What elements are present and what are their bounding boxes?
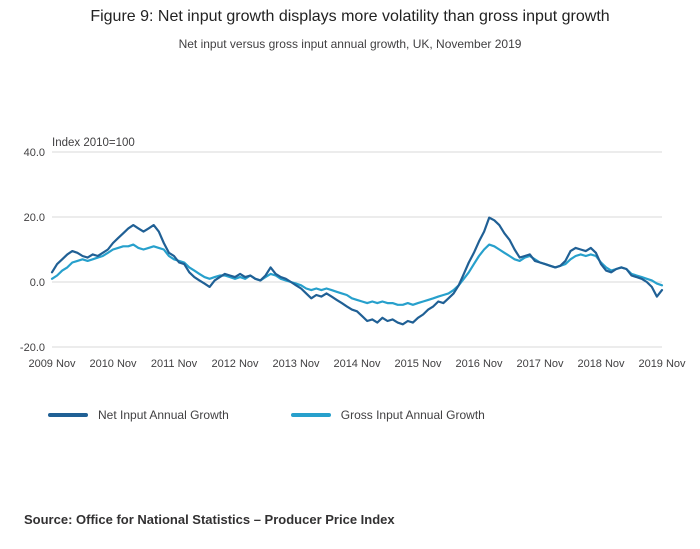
series-line-net-input-annual-growth — [50, 216, 664, 326]
x-axis-tick-label: 2009 Nov — [28, 358, 76, 370]
legend-item-gross: Gross Input Annual Growth — [290, 408, 485, 422]
legend-label-net: Net Input Annual Growth — [98, 408, 229, 422]
x-axis-tick-label: 2010 Nov — [89, 358, 137, 370]
x-axis-tick-label: 2019 Nov — [638, 358, 686, 370]
y-axis-tick-label: 20.0 — [24, 212, 45, 224]
x-axis-tick-label: 2016 Nov — [455, 358, 503, 370]
legend-swatch-gross — [290, 413, 331, 417]
x-axis-tick-label: 2013 Nov — [272, 358, 320, 370]
source-text: Source: Office for National Statistics –… — [24, 512, 395, 527]
unit-label: Index 2010=100 — [52, 137, 135, 149]
x-axis-tick-label: 2015 Nov — [394, 358, 442, 370]
x-axis-tick-label: 2014 Nov — [333, 358, 381, 370]
x-axis-tick-label: 2017 Nov — [516, 358, 564, 370]
y-axis-tick-label: 0.0 — [30, 277, 45, 289]
chart-legend: Net Input Annual Growth Gross Input Annu… — [48, 408, 547, 422]
x-axis-tick-label: 2012 Nov — [211, 358, 259, 370]
y-axis-tick-label: -20.0 — [20, 342, 45, 354]
legend-label-gross: Gross Input Annual Growth — [340, 408, 485, 422]
x-axis-tick-label: 2018 Nov — [577, 358, 625, 370]
legend-item-net: Net Input Annual Growth — [48, 408, 229, 422]
series-line-gross-input-annual-growth — [50, 243, 664, 306]
x-axis-tick-label: 2011 Nov — [151, 358, 198, 370]
figure-subtitle: Net input versus gross input annual grow… — [178, 37, 522, 51]
figure-title: Figure 9: Net input growth displays more… — [90, 8, 610, 25]
y-axis-tick-label: 40.0 — [24, 147, 45, 159]
legend-swatch-net — [48, 413, 88, 417]
line-chart: 40.0 20.0 0.0 -20.0 Index 2010=100 2009 Nov 20… — [20, 137, 686, 370]
